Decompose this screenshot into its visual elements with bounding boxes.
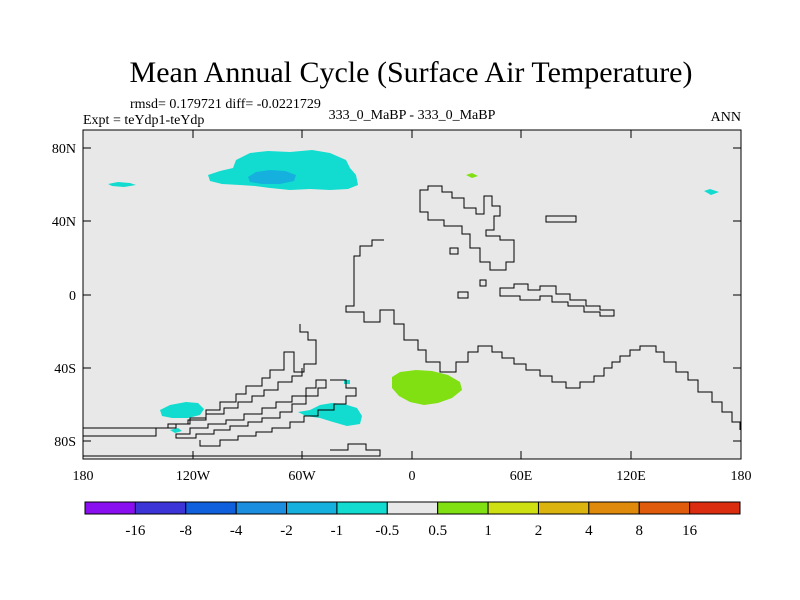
colorbar-label: 0.5 — [428, 523, 447, 539]
coastline-small-2 — [457, 291, 469, 299]
colorbar-label: -1 — [331, 523, 344, 539]
colorbar-box — [386, 501, 439, 515]
coastline-south-cape — [83, 368, 303, 437]
y-tick-label: 0 — [69, 289, 76, 304]
colorbar-label: 16 — [682, 523, 698, 539]
tick-marks — [82, 130, 742, 459]
x-tick-label: 120W — [176, 469, 211, 484]
experiment-text: Expt = teYdp1-teYdp — [83, 113, 204, 128]
coastline-atlantic-africa — [345, 239, 741, 430]
colorbar-box — [185, 501, 237, 515]
coastline-southern — [83, 324, 317, 429]
anomaly-north-asia — [248, 170, 296, 184]
colorbar-box — [286, 501, 338, 515]
y-tick-label: 40S — [54, 362, 76, 377]
season-label: ANN — [711, 110, 741, 125]
colorbar-box — [588, 501, 640, 515]
anomaly-small-c — [704, 189, 719, 195]
colorbar — [84, 501, 741, 515]
x-tick-label: 60W — [288, 469, 316, 484]
colorbar-label: -16 — [125, 523, 145, 539]
colorbar-box — [487, 501, 539, 515]
x-tick-label: 60E — [510, 469, 533, 484]
colorbar-label: 8 — [635, 523, 643, 539]
colorbar-box — [537, 501, 590, 515]
chart-title: Mean Annual Cycle (Surface Air Temperatu… — [130, 56, 693, 89]
colorbar-box — [235, 501, 288, 515]
coastline-south-tip — [175, 379, 327, 439]
colorbar-label: -0.5 — [375, 523, 399, 539]
anomaly-small-e — [344, 380, 350, 384]
x-tick-label: 180 — [73, 469, 94, 484]
y-tick-label: 80N — [52, 142, 76, 157]
coastline-arabia-india — [499, 283, 615, 317]
comparison-text: 333_0_MaBP - 333_0_MaBP — [329, 108, 496, 123]
y-tick-label: 80S — [54, 435, 76, 450]
coastline-small-3 — [479, 279, 487, 287]
anomaly-small-a — [170, 428, 182, 433]
anomaly-small-b — [108, 182, 136, 187]
y-tick-label: 40N — [52, 215, 76, 230]
y-axis-labels: 80N 40N 0 40S 80S — [52, 142, 76, 450]
anomaly-south-america-b — [298, 403, 362, 426]
colorbar-box — [638, 501, 691, 515]
colorbar-box — [689, 501, 741, 515]
colorbar-label: 4 — [585, 523, 593, 539]
coastline-east-island — [545, 215, 577, 223]
coastline-small-1 — [449, 247, 459, 255]
coastline-antarctic — [83, 443, 381, 457]
x-tick-label: 180 — [731, 469, 752, 484]
colorbar-label: -8 — [180, 523, 193, 539]
stats-text: rmsd= 0.179721 diff= -0.0221729 — [130, 97, 321, 112]
x-axis-labels: 180 120W 60W 0 60E 120E 180 — [73, 469, 752, 484]
anomaly-small-d — [466, 173, 478, 178]
colorbar-label: 1 — [484, 523, 492, 539]
coastline-eurasia — [419, 185, 515, 271]
x-tick-label: 0 — [409, 469, 416, 484]
colorbar-label: -4 — [230, 523, 243, 539]
colorbar-box — [134, 501, 187, 515]
colorbar-label: 2 — [535, 523, 543, 539]
colorbar-box — [84, 501, 136, 515]
coastline-southern-ocean — [199, 379, 357, 447]
anomaly-north-america — [208, 150, 358, 190]
x-tick-label: 120E — [616, 469, 646, 484]
colorbar-label: -2 — [280, 523, 293, 539]
colorbar-labels: -16 -8 -4 -2 -1 -0.5 0.5 1 2 4 8 16 — [125, 523, 697, 539]
anomaly-south-america-a — [160, 402, 204, 418]
anomaly-south-atlantic — [392, 370, 462, 405]
colorbar-box — [437, 501, 489, 515]
anomaly-layer — [108, 150, 719, 433]
coastlines — [83, 185, 741, 457]
colorbar-box — [336, 501, 388, 515]
